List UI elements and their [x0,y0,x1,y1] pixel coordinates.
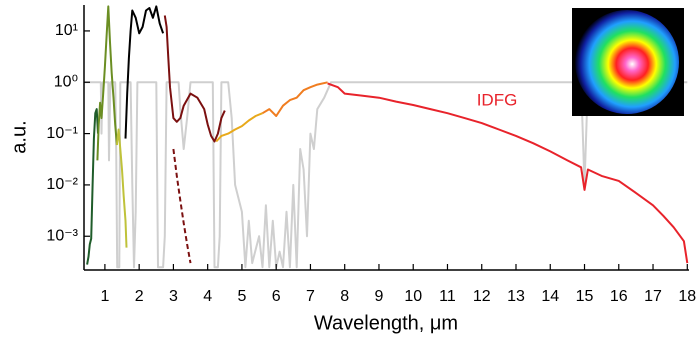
y-tick-label: 10¹ [55,22,78,39]
y-tick-label: 10⁻³ [46,227,78,244]
y-tick-label: 10⁻² [46,176,78,193]
x-tick-label: 3 [169,288,178,305]
x-axis-label: Wavelength, μm [314,312,458,334]
y-tick-label: 10⁻¹ [46,125,78,142]
y-axis-label: a.u. [8,120,30,153]
annotation: IDFG [477,90,518,109]
series-line [87,109,98,265]
y-tick-label: 10⁰ [54,73,78,90]
x-tick-label: 11 [439,288,456,305]
chart: IDFG Wavelength, μm a.u. 123456789101112… [0,0,700,340]
x-tick-label: 17 [644,288,662,305]
x-tick-label: 9 [375,288,384,305]
x-tick-label: 1 [100,288,109,305]
series-line [173,149,190,263]
x-tick-label: 6 [272,288,281,305]
x-tick-label: 18 [678,288,696,305]
beam-profile [575,10,679,114]
x-tick-label: 2 [135,288,144,305]
x-tick-label: 14 [541,288,559,305]
x-tick-label: 10 [404,288,422,305]
x-tick-label: 13 [507,288,525,305]
x-tick-label: 5 [237,288,246,305]
x-tick-label: 8 [340,288,349,305]
series-line [216,113,262,141]
x-tick-label: 16 [610,288,628,305]
series-line [117,130,127,248]
x-tick-label: 12 [473,288,491,305]
x-tick-label: 7 [306,288,315,305]
x-tick-label: 4 [203,288,212,305]
page: IDFG Wavelength, μm a.u. 123456789101112… [0,0,700,345]
x-tick-label: 15 [576,288,594,305]
series-line [165,16,225,142]
